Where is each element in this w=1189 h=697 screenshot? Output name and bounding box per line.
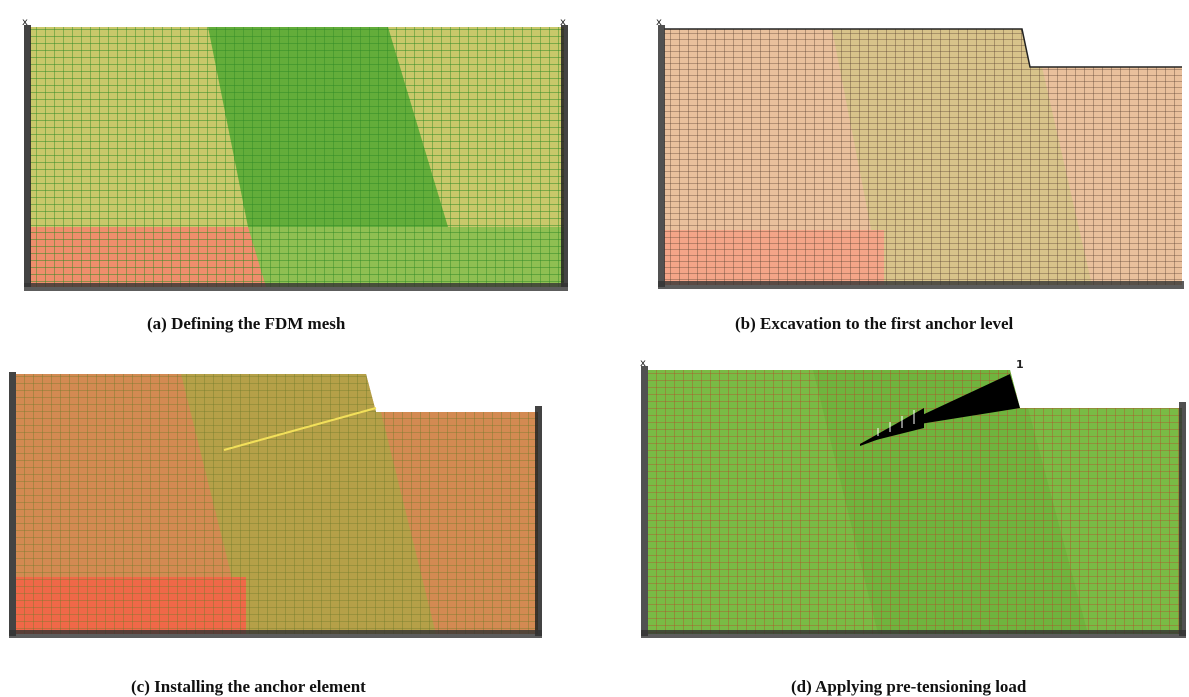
svg-text:x: x xyxy=(656,17,662,28)
anchor-element xyxy=(223,407,377,451)
panel-c xyxy=(6,362,546,647)
base-support xyxy=(24,283,568,291)
panel-c-mesh xyxy=(9,372,542,638)
caption-c: (c) Installing the anchor element xyxy=(131,677,366,696)
left-boundary-support xyxy=(641,366,648,636)
base-support xyxy=(641,630,1186,638)
mesh-grid xyxy=(664,29,1182,285)
panel-d-mesh: 1 x xyxy=(640,358,1186,638)
left-boundary-support xyxy=(9,372,16,636)
mesh-grid xyxy=(648,370,1182,634)
panel-b: x xyxy=(652,15,1187,295)
left-boundary-support xyxy=(658,25,665,287)
svg-text:x: x xyxy=(560,17,566,28)
panel-a: x x xyxy=(18,15,573,295)
svg-text:x: x xyxy=(640,358,646,369)
caption-a: (a) Defining the FDM mesh xyxy=(147,314,346,333)
right-boundary-support xyxy=(535,406,542,636)
base-support xyxy=(658,281,1184,289)
panel-b-mesh: x xyxy=(656,17,1184,289)
pretension-load-diagram xyxy=(860,374,1020,446)
panel-a-mesh: x x xyxy=(22,17,568,291)
caption-b: (b) Excavation to the first anchor level xyxy=(735,314,1014,333)
caption-d: (d) Applying pre-tensioning load xyxy=(791,677,1027,696)
mesh-grid xyxy=(30,27,564,287)
panel-d: 1 x xyxy=(638,352,1188,648)
load-label: 1 xyxy=(1016,358,1024,371)
mesh-grid xyxy=(16,374,538,634)
excavation-surface xyxy=(664,28,1182,68)
right-boundary-support xyxy=(1179,402,1186,636)
right-boundary-support xyxy=(561,25,568,287)
left-boundary-support xyxy=(24,25,31,287)
base-support xyxy=(9,630,542,638)
svg-text:x: x xyxy=(22,17,28,28)
